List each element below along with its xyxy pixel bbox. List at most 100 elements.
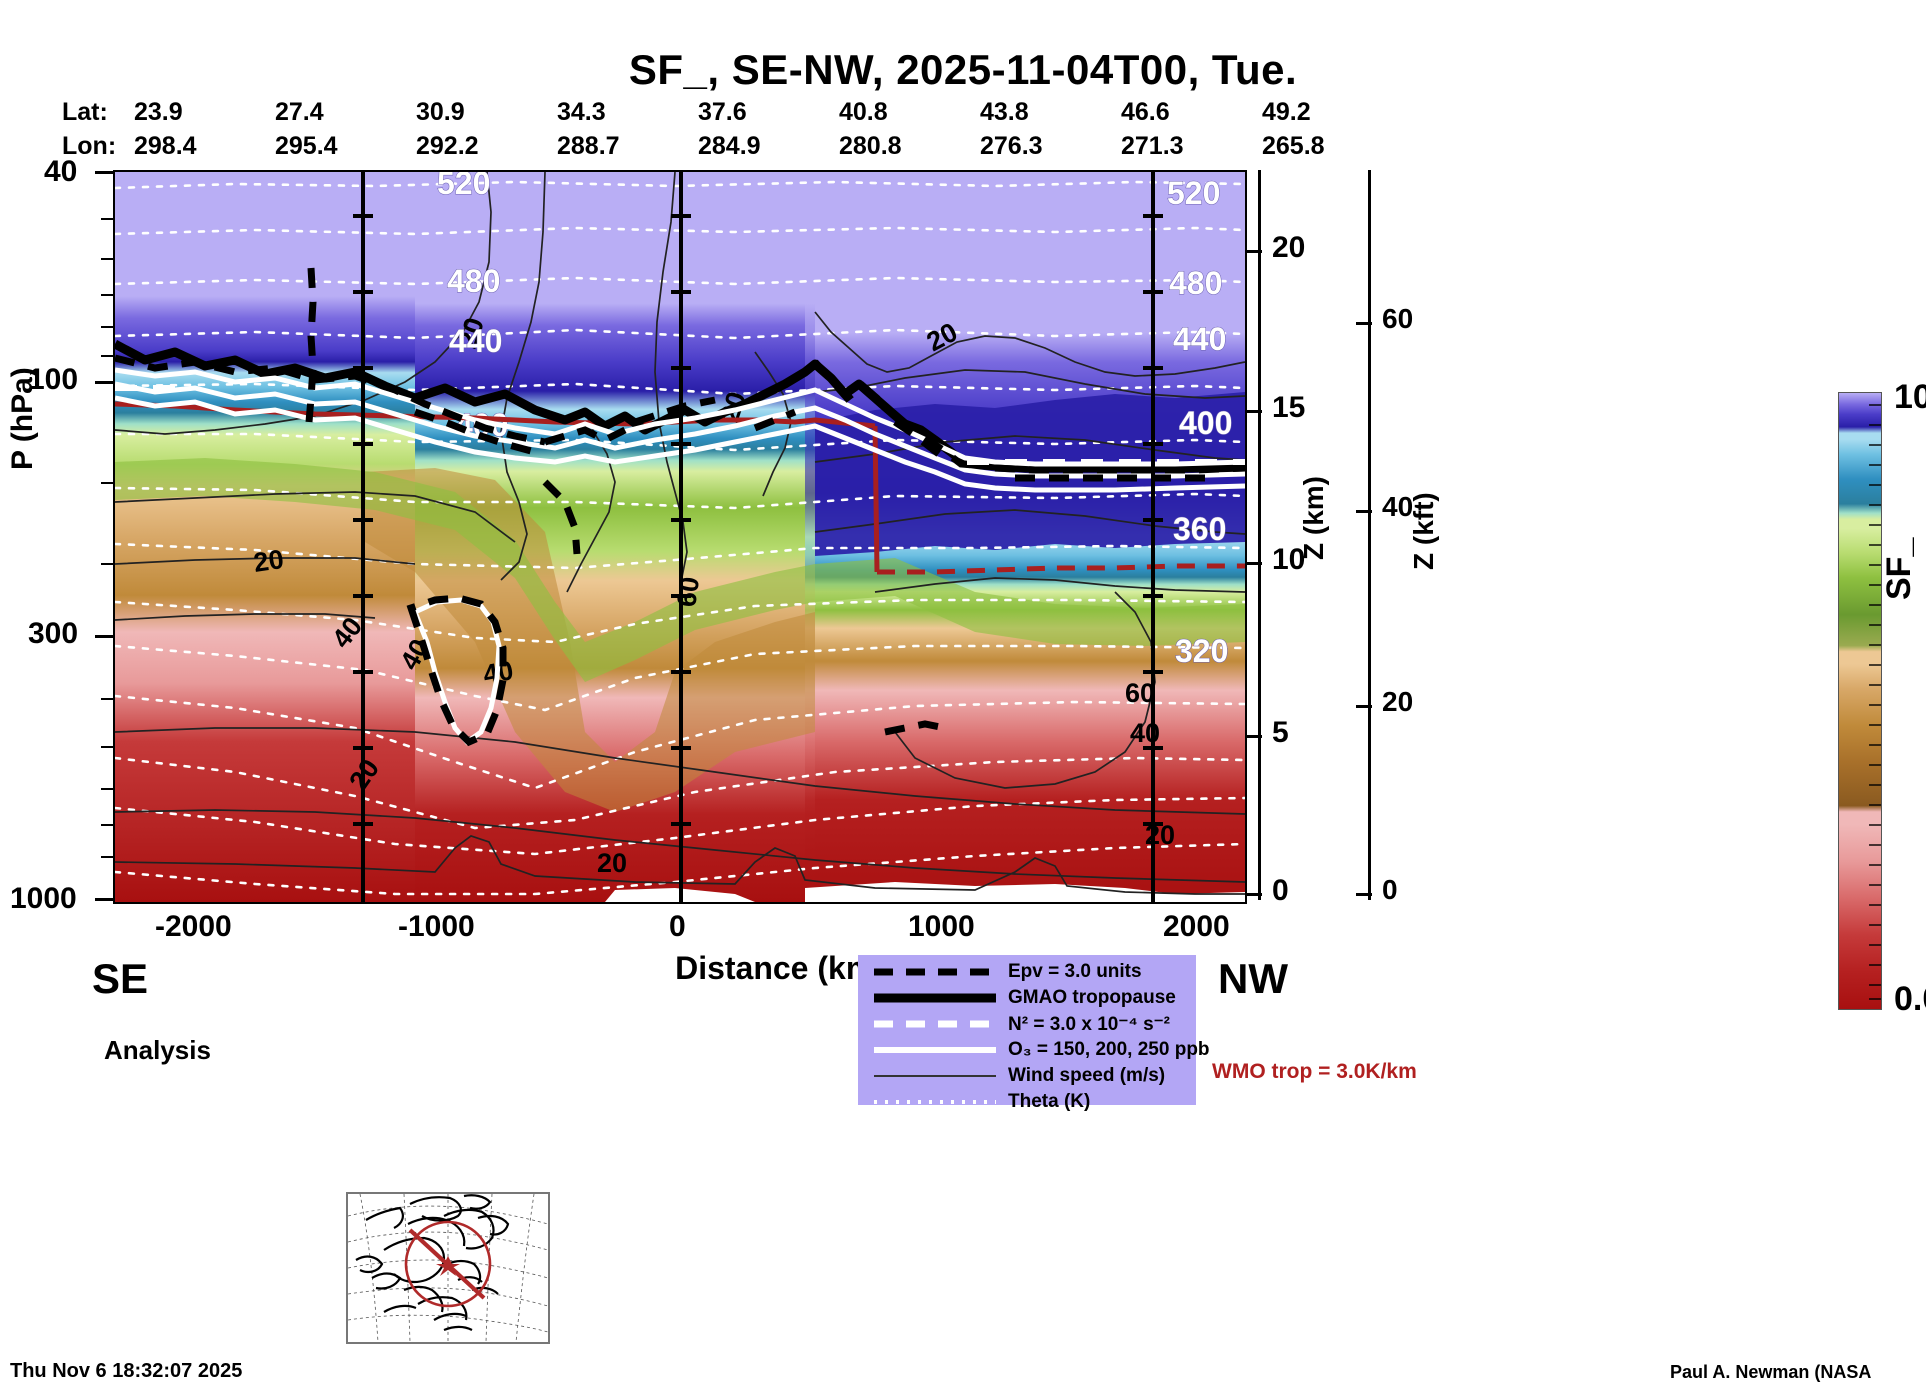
lon-value: 265.8 bbox=[1262, 132, 1325, 160]
legend-item-wind-speed: Wind speed (m/s) bbox=[858, 1063, 1196, 1089]
lat-value: 34.3 bbox=[557, 98, 606, 126]
nw-direction-label: NW bbox=[1218, 955, 1288, 1002]
x-tick-label: 2000 bbox=[1163, 910, 1230, 943]
z-km-tick-label: 15 bbox=[1272, 391, 1306, 424]
svg-text:320: 320 bbox=[1175, 633, 1228, 669]
z-kft-tick-label: 40 bbox=[1382, 491, 1414, 522]
lat-label: Lat: bbox=[62, 98, 108, 126]
n2-contours bbox=[115, 385, 1245, 465]
lon-label: Lon: bbox=[62, 132, 117, 160]
y-tick-label: 100 bbox=[28, 363, 79, 396]
lat-value: 23.9 bbox=[134, 98, 183, 126]
y-axis-minor-tick bbox=[101, 824, 113, 826]
lat-value: 30.9 bbox=[416, 98, 465, 126]
y-axis-minor-tick bbox=[101, 258, 113, 260]
epv-contours bbox=[115, 267, 1245, 747]
z-km-tick bbox=[1246, 893, 1262, 896]
svg-text:40: 40 bbox=[1130, 718, 1160, 748]
y-tick-label: 40 bbox=[44, 155, 78, 188]
svg-text:480: 480 bbox=[447, 263, 500, 299]
wind-speed-contours bbox=[115, 172, 1245, 895]
x-tick-label: -1000 bbox=[398, 910, 475, 943]
brown-tongue bbox=[365, 468, 815, 812]
legend-item-epv: Epv = 3.0 units bbox=[858, 959, 1196, 985]
y-axis-tick bbox=[95, 171, 113, 174]
z-kft-tick bbox=[1356, 893, 1372, 896]
y-tick-label: 1000 bbox=[10, 882, 77, 915]
z-km-tick bbox=[1246, 735, 1262, 738]
z-km-tick-label: 20 bbox=[1272, 231, 1306, 264]
lat-value: 37.6 bbox=[698, 98, 747, 126]
z-kft-tick bbox=[1356, 322, 1372, 325]
svg-text:20: 20 bbox=[252, 544, 286, 578]
legend-label: Wind speed (m/s) bbox=[1008, 1065, 1166, 1086]
longitude-row: Lon: 298.4 295.4 292.2 288.7 284.9 280.8 276.3 2… bbox=[62, 132, 1403, 161]
z-kft-tick-label: 0 bbox=[1382, 874, 1398, 905]
green-band bbox=[115, 458, 1245, 682]
x-axis-title: Distance (km) bbox=[675, 950, 885, 986]
timestamp-label: Thu Nov 6 18:32:07 2025 bbox=[10, 1360, 243, 1382]
reference-line-ticks bbox=[353, 214, 1163, 826]
z-kft-tick-label: 60 bbox=[1382, 303, 1414, 334]
cross-section-canvas: 20 20 40 40 20 40 20 20 60 20 20 40 60 5… bbox=[115, 172, 1245, 902]
colorbar-min-label: 0.0 bbox=[1894, 980, 1926, 1018]
track-center-marker bbox=[436, 1256, 460, 1276]
colorbar-max-label: 100 bbox=[1894, 378, 1926, 416]
colorbar-gradient bbox=[1839, 393, 1881, 1009]
black-dashed-line-icon bbox=[870, 959, 1000, 985]
y-tick-label: 300 bbox=[28, 617, 79, 650]
wmo-trop-annotation: WMO trop = 3.0K/km bbox=[1212, 1060, 1417, 1083]
track-circle bbox=[404, 1220, 492, 1308]
z-km-tick-label: 5 bbox=[1272, 716, 1289, 749]
svg-text:440: 440 bbox=[449, 323, 502, 359]
lat-value: 40.8 bbox=[839, 98, 888, 126]
z-km-tick bbox=[1246, 562, 1262, 565]
legend-label: O₃ = 150, 200, 250 ppb bbox=[1008, 1039, 1210, 1060]
theta-contour-labels: 520 520 480 480 440 440 400 400 360 320 bbox=[437, 172, 1233, 670]
lat-value: 27.4 bbox=[275, 98, 324, 126]
z-kft-tick-label: 20 bbox=[1382, 686, 1414, 717]
black-thick-line-icon bbox=[870, 985, 1000, 1011]
x-tick-label: 0 bbox=[669, 910, 686, 943]
lon-value: 288.7 bbox=[557, 132, 620, 160]
y-axis-minor-tick bbox=[101, 856, 113, 858]
legend-item-theta: Theta (K) bbox=[858, 1089, 1196, 1115]
x-tick-label: -2000 bbox=[155, 910, 232, 943]
y-axis-minor-tick bbox=[101, 482, 113, 484]
white-dashed-line-icon bbox=[870, 1011, 1000, 1037]
white-dotted-line-icon bbox=[870, 1089, 1000, 1115]
legend-item-n2: N² = 3.0 x 10⁻⁴ s⁻² bbox=[858, 1011, 1196, 1037]
legend-label: Epv = 3.0 units bbox=[1008, 961, 1142, 982]
credit-label: Paul A. Newman (NASA bbox=[1670, 1362, 1872, 1382]
z-km-tick bbox=[1246, 410, 1262, 413]
y-axis-minor-tick bbox=[101, 788, 113, 790]
legend-label: N² = 3.0 x 10⁻⁴ s⁻² bbox=[1008, 1013, 1171, 1035]
lat-value: 46.6 bbox=[1121, 98, 1170, 126]
lon-value: 271.3 bbox=[1121, 132, 1184, 160]
lat-value: 49.2 bbox=[1262, 98, 1311, 126]
cross-section-plot: 20 20 40 40 20 40 20 20 60 20 20 40 60 5… bbox=[113, 170, 1247, 904]
lon-value: 295.4 bbox=[275, 132, 338, 160]
lon-value: 284.9 bbox=[698, 132, 761, 160]
y-axis-minor-tick bbox=[101, 355, 113, 357]
y-axis-minor-tick bbox=[101, 294, 113, 296]
page-title: SF_, SE-NW, 2025-11-04T00, Tue. bbox=[628, 46, 1298, 93]
lon-value: 292.2 bbox=[416, 132, 479, 160]
legend-box: Epv = 3.0 units GMAO tropopause N² = 3.0… bbox=[858, 955, 1210, 1112]
lon-value: 276.3 bbox=[980, 132, 1043, 160]
z-kft-axis-line bbox=[1368, 170, 1371, 900]
z-km-tick-label: 0 bbox=[1272, 874, 1289, 907]
lon-value: 280.8 bbox=[839, 132, 902, 160]
svg-text:520: 520 bbox=[437, 172, 490, 201]
se-direction-label: SE bbox=[92, 955, 149, 1002]
y-axis-tick bbox=[95, 898, 113, 901]
svg-text:400: 400 bbox=[1179, 405, 1232, 441]
analysis-label: Analysis bbox=[104, 1035, 211, 1065]
svg-text:520: 520 bbox=[1167, 175, 1220, 211]
latitude-row: Lat: 23.9 27.4 30.9 34.3 37.6 40.8 43.8 46.6 49.2 bbox=[62, 98, 1403, 127]
legend-item-gmao-tropopause: GMAO tropopause bbox=[858, 985, 1196, 1011]
z-km-axis-line bbox=[1258, 170, 1261, 900]
svg-text:60: 60 bbox=[671, 575, 705, 609]
thin-black-line-icon bbox=[870, 1063, 1000, 1089]
z-km-tick bbox=[1246, 250, 1262, 253]
